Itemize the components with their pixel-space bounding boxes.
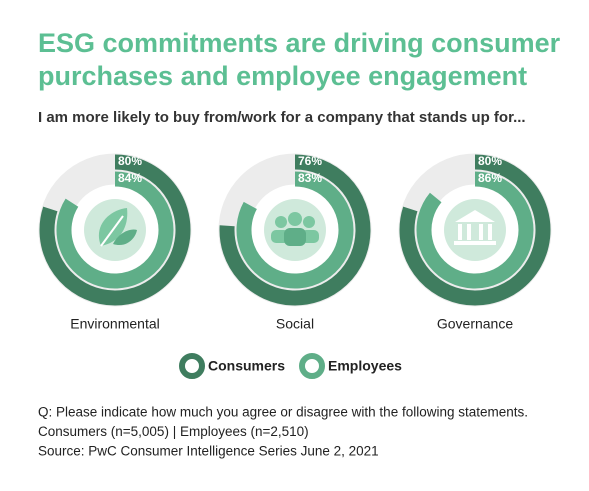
legend: Consumers Employees	[179, 353, 402, 379]
notes: Q: Please indicate how much you agree or…	[38, 405, 528, 459]
value-label: 80%	[478, 154, 502, 168]
legend-label: Employees	[328, 358, 402, 374]
ring-bar	[56, 171, 174, 289]
leaf-icon	[98, 208, 137, 247]
building-icon	[454, 210, 496, 245]
value-label: 76%	[298, 154, 322, 168]
value-label: 84%	[118, 171, 142, 185]
inner-disc	[444, 199, 506, 261]
ring-bar	[236, 171, 354, 289]
legend-swatch	[299, 353, 325, 379]
value-label: 83%	[298, 171, 322, 185]
note: Q: Please indicate how much you agree or…	[38, 405, 528, 420]
ring-bar	[219, 154, 371, 306]
category-label: Environmental	[70, 316, 160, 332]
ring-bar	[39, 154, 191, 306]
note: Consumers (n=5,005) | Employees (n=2,510…	[38, 424, 309, 439]
people-icon	[271, 212, 319, 246]
chart-subtitle: I am more likely to buy from/work for a …	[38, 109, 526, 126]
value-label: 80%	[118, 154, 142, 168]
chart-title: purchases and employee engagement	[38, 61, 527, 91]
ring-bar	[399, 154, 551, 306]
category-label: Social	[276, 316, 314, 332]
legend-swatch	[179, 353, 205, 379]
value-label: 86%	[478, 171, 502, 185]
chart-title: ESG commitments are driving consumer	[38, 28, 561, 58]
note: Source: PwC Consumer Intelligence Series…	[38, 444, 379, 459]
legend-label: Consumers	[208, 358, 285, 374]
category-label: Governance	[437, 316, 513, 332]
ring-bar	[416, 171, 534, 289]
icons	[98, 208, 496, 247]
